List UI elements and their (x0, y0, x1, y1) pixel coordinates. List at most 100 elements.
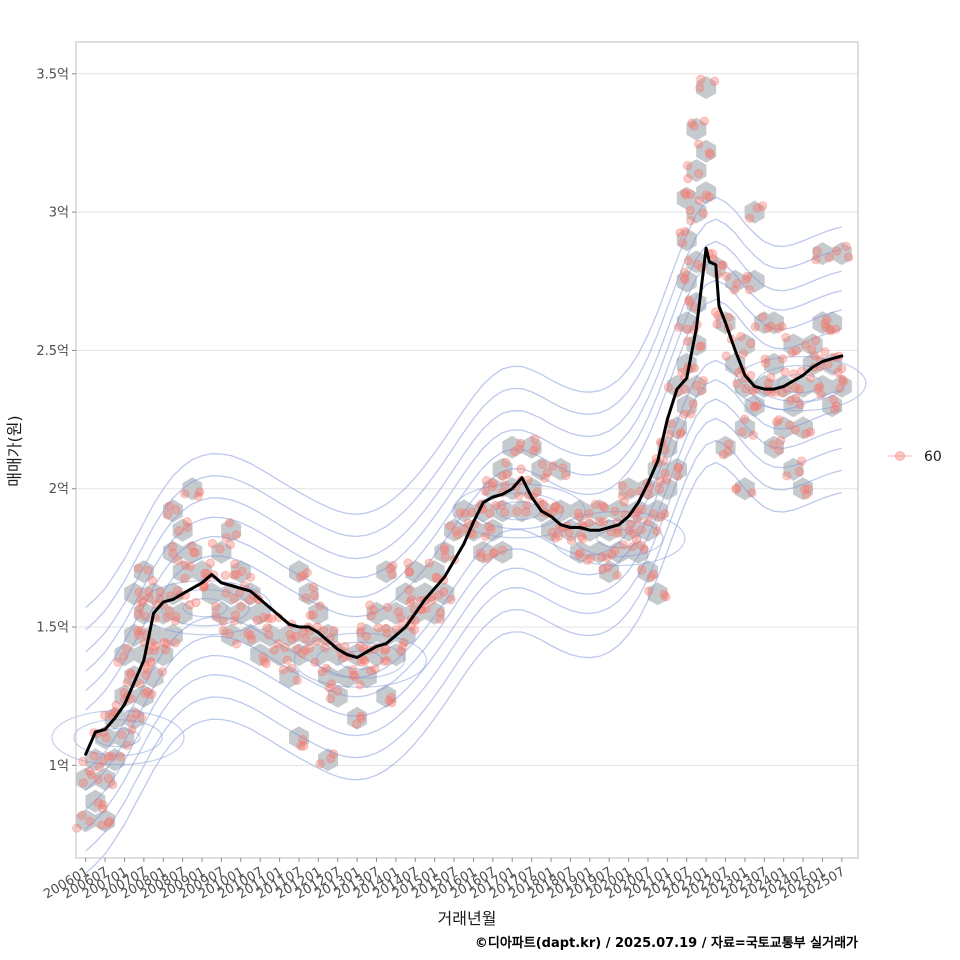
scatter-point (229, 616, 240, 626)
hex-bin (521, 477, 542, 501)
scatter-point (699, 116, 710, 126)
scatter-point (94, 761, 105, 772)
scatter-point (696, 386, 706, 396)
scatter-point (326, 679, 337, 689)
scatter-point (370, 664, 380, 674)
scatter-point (77, 810, 87, 821)
hex-bin (356, 623, 377, 647)
scatter-point (98, 756, 108, 766)
scatter-point (757, 201, 768, 211)
hex-bin (385, 643, 406, 667)
scatter-point (149, 645, 159, 655)
scatter-point (542, 467, 553, 478)
scatter-point (732, 379, 742, 389)
hex-bin (172, 601, 193, 625)
scatter-point (766, 321, 776, 331)
scatter-point (262, 623, 272, 633)
density-contour (85, 218, 842, 631)
scatter-point (632, 514, 643, 525)
scatter-point (785, 395, 796, 406)
scatter-point (598, 517, 609, 527)
y-tick-label: 1.5억 (36, 621, 69, 636)
scatter-point (332, 686, 342, 696)
scatter-point (297, 648, 307, 659)
hex-bin (608, 499, 629, 523)
scatter-point (348, 670, 358, 681)
scatter-point (821, 322, 831, 332)
scatter-point (590, 499, 601, 509)
density-contour (85, 259, 842, 672)
scatter-point (107, 752, 118, 762)
scatter-point (205, 558, 215, 568)
scatter-point (675, 429, 685, 439)
scatter-point (366, 611, 376, 621)
scatter-point (308, 582, 318, 592)
hex-bin (104, 748, 125, 772)
scatter-point (396, 646, 406, 657)
scatter-point (321, 663, 331, 673)
scatter-point (602, 552, 612, 562)
scatter-point (643, 516, 653, 527)
scatter-point (308, 610, 318, 620)
scatter-point (439, 587, 449, 597)
scatter-point (636, 540, 646, 550)
scatter-point (531, 442, 541, 453)
scatter-point (299, 741, 309, 751)
scatter-point (624, 526, 634, 536)
scatter-point (480, 486, 491, 496)
scatter-point (683, 256, 694, 266)
scatter-point (264, 630, 274, 640)
scatter-point (561, 470, 571, 481)
hex-bin (531, 457, 552, 481)
scatter-point (768, 440, 778, 450)
scatter-point (496, 500, 506, 510)
scatter-point (597, 501, 608, 511)
scatter-point (98, 800, 108, 810)
trend-line-layer (84, 246, 844, 756)
scatter-point (698, 376, 709, 386)
scatter-point (218, 625, 228, 636)
scatter-point (155, 587, 165, 597)
hex-bin (589, 540, 610, 564)
scatter-point (709, 76, 720, 87)
scatter-point (704, 148, 715, 158)
scatter-point (781, 332, 791, 343)
scatter-point (258, 652, 268, 662)
scatter-point (229, 594, 239, 604)
hex-bin (502, 435, 523, 459)
scatter-point (146, 657, 156, 667)
scatter-point (356, 711, 366, 721)
scatter-point (752, 401, 762, 411)
scatter-point (382, 628, 392, 638)
scatter-point (135, 603, 145, 613)
scatter-point (182, 523, 192, 533)
y-axis: 1억 1.5억 2억 2.5억 3억 3.5억 (36, 67, 76, 774)
hex-bin (550, 499, 571, 523)
scatter-point (760, 354, 770, 364)
scatter-point (530, 434, 540, 444)
density-contour-ring (73, 719, 163, 757)
scatter-point (445, 521, 455, 531)
scatter-point (680, 384, 690, 394)
density-contour (85, 417, 842, 830)
scatter-point (644, 586, 654, 596)
scatter-point (365, 600, 375, 610)
hex-bin (686, 374, 707, 398)
scatter-point (72, 823, 82, 833)
scatter-point (841, 241, 851, 251)
scatter-point (558, 463, 568, 473)
scatter-point (186, 541, 196, 551)
scatter-point (684, 295, 694, 305)
scatter-point (603, 563, 613, 573)
scatter-point (404, 585, 414, 595)
scatter-point (292, 675, 302, 686)
scatter-point (224, 518, 235, 528)
scatter-point (230, 559, 240, 569)
scatter-point (141, 670, 151, 680)
scatter-point (292, 644, 302, 654)
density-contour-ring (51, 710, 185, 766)
hex-bin (308, 643, 329, 667)
hex-bin (327, 643, 348, 667)
scatter-point (301, 645, 311, 656)
